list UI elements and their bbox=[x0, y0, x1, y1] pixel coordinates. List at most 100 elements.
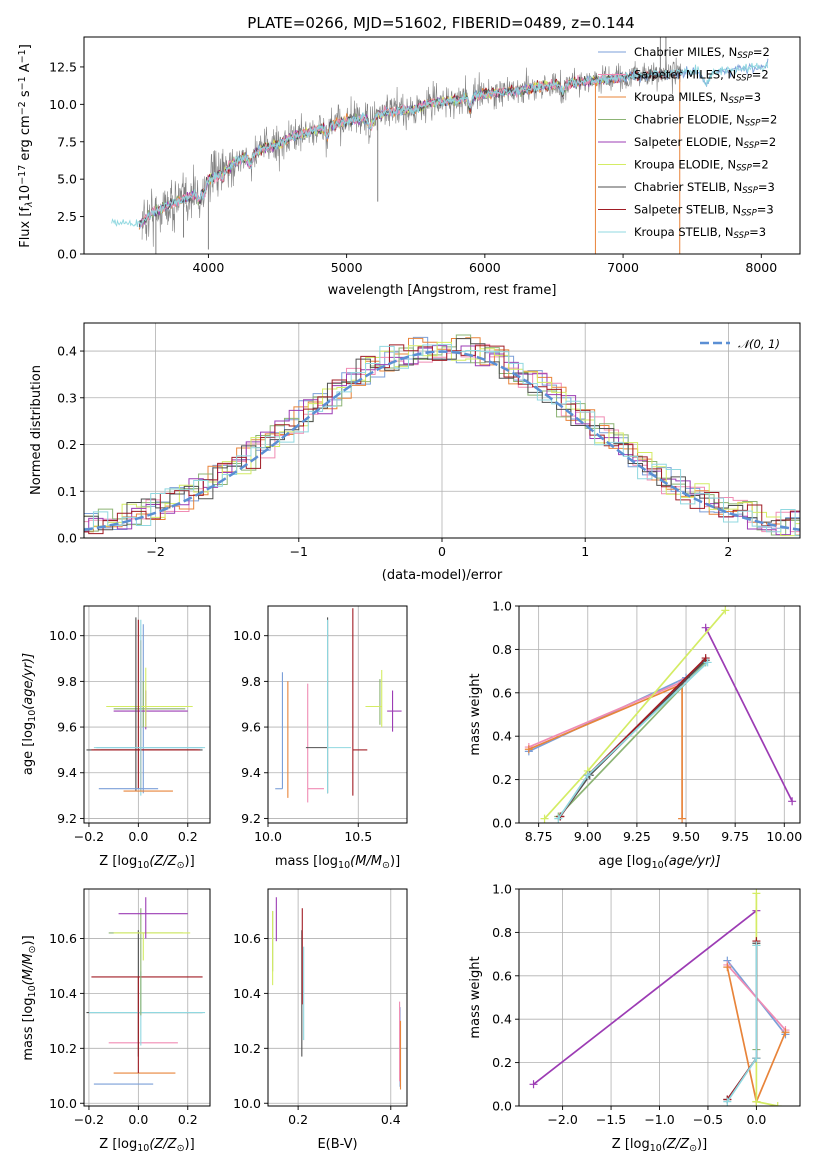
x-tick-label: 7000 bbox=[607, 260, 639, 275]
weight-line bbox=[704, 627, 793, 802]
model-spectrum-chabrier_elodie bbox=[139, 74, 624, 227]
weight-marker bbox=[701, 654, 710, 663]
errorbar-salpeter_miles bbox=[307, 683, 324, 803]
spectrum-frame bbox=[83, 36, 801, 255]
y-tick-label: 0.0 bbox=[57, 247, 77, 262]
y-tick-label: 0.6 bbox=[492, 685, 512, 700]
x-tick-label: 0.0 bbox=[128, 829, 148, 844]
model-spectrum-salpeter_miles bbox=[139, 74, 624, 228]
legend-label: Chabrier MILES, NSSP=2 bbox=[634, 45, 770, 61]
spectrum-y-label: Flux [fλ10−17 erg cm−2 s−1 A−1] bbox=[17, 44, 35, 248]
errorbar-chabrier_miles bbox=[275, 672, 283, 790]
x-tick-label: 9.25 bbox=[623, 829, 651, 844]
weight-marker bbox=[540, 814, 549, 823]
weight-marker bbox=[781, 1028, 790, 1037]
x-tick-label: 0.0 bbox=[128, 1112, 148, 1127]
legend-label: Kroupa STELIB, NSSP=3 bbox=[634, 225, 766, 241]
legend-label: Salpeter ELODIE, NSSP=2 bbox=[634, 135, 776, 151]
weight-series-kroupa_stelib bbox=[723, 941, 761, 1106]
weight-marker bbox=[678, 814, 687, 823]
y-tick-label: 0.3 bbox=[57, 390, 77, 405]
age-vs-mass-plot-area bbox=[275, 608, 402, 803]
residual-legend: 𝒩(0, 1) bbox=[700, 337, 780, 351]
weight-marker bbox=[752, 941, 761, 950]
weight-marker bbox=[701, 623, 710, 632]
age-vs-Z-panel: −0.2 0.0 0.2 9.2 9.4 9.6 9.8 10.0 Z [log10(Z/Z⊙)… bbox=[21, 605, 211, 871]
x-tick-label: 8.75 bbox=[525, 829, 553, 844]
x-tick-label: 2 bbox=[724, 544, 732, 559]
y-tick-label: 10.0 bbox=[233, 628, 261, 643]
spectrum-x-label: wavelength [Angstrom, rest frame] bbox=[328, 283, 557, 298]
weight-series-kroupa_stelib bbox=[554, 658, 712, 823]
y-tick-label: 9.2 bbox=[241, 811, 261, 826]
y-tick-label: 9.8 bbox=[241, 674, 261, 689]
x-tick-label: −1.5 bbox=[596, 1112, 626, 1127]
x-tick-label: −0.5 bbox=[693, 1112, 723, 1127]
x-tick-label: 0 bbox=[438, 544, 446, 559]
weight-marker bbox=[703, 658, 712, 667]
y-tick-label: 0.0 bbox=[57, 531, 77, 546]
weight-marker bbox=[529, 1080, 538, 1089]
weight-line bbox=[557, 661, 709, 820]
x-tick-label: 8000 bbox=[745, 260, 777, 275]
weight-series-kroupa_elodie bbox=[540, 606, 730, 823]
x-tick-label: 4000 bbox=[192, 260, 224, 275]
errorbar-salpeter_elodie bbox=[118, 897, 188, 939]
legend-label: Chabrier STELIB, NSSP=3 bbox=[634, 180, 775, 196]
y-tick-label: 0.4 bbox=[492, 1012, 512, 1027]
age-vs-mass-panel: 10.0 10.5 9.2 9.4 9.6 9.8 10.0 mass [log10(M/M⊙… bbox=[233, 605, 408, 871]
mass-vs-Z-frame bbox=[83, 888, 211, 1107]
x-tick-label: 5000 bbox=[331, 260, 363, 275]
y-tick-label: 7.5 bbox=[57, 134, 77, 149]
mass-vs-ebv-plot-area bbox=[272, 897, 402, 1090]
errorbar-kroupa_stelib bbox=[93, 619, 206, 796]
legend-label: Chabrier ELODIE, NSSP=2 bbox=[634, 113, 777, 129]
x-tick-label: 9.50 bbox=[672, 829, 700, 844]
weight-marker bbox=[773, 1102, 782, 1106]
residual-histogram-chabrier_stelib bbox=[84, 338, 800, 535]
weight-vs-age-y-label: mass weight bbox=[468, 673, 483, 755]
y-tick-label: 10.0 bbox=[49, 628, 77, 643]
weight-vs-age-frame bbox=[518, 605, 801, 824]
x-tick-label: 10.00 bbox=[766, 829, 802, 844]
errorbar-kroupa_stelib bbox=[327, 619, 352, 794]
x-tick-label: −0.2 bbox=[74, 1112, 104, 1127]
age-vs-Z-plot-area bbox=[86, 617, 206, 796]
weight-marker bbox=[554, 814, 563, 823]
errorbar-kroupa_elodie bbox=[113, 932, 191, 961]
weight-marker bbox=[788, 797, 797, 806]
errorbar-salpeter_stelib bbox=[91, 619, 201, 789]
mass-vs-Z-y-label: mass [log10(M/M⊙)] bbox=[21, 935, 38, 1060]
legend-label: Salpeter STELIB, NSSP=3 bbox=[634, 203, 774, 219]
x-tick-label: 1 bbox=[581, 544, 589, 559]
y-tick-label: 9.2 bbox=[57, 811, 77, 826]
y-tick-label: 5.0 bbox=[57, 172, 77, 187]
model-spectrum-kroupa_elodie bbox=[191, 73, 624, 202]
x-tick-label: −2 bbox=[146, 544, 164, 559]
y-tick-label: 1.0 bbox=[492, 599, 512, 614]
y-tick-label: 0.2 bbox=[492, 1055, 512, 1070]
errorbar-kroupa_elodie bbox=[365, 669, 383, 728]
y-tick-label: 0.2 bbox=[492, 772, 512, 787]
y-tick-label: 10.4 bbox=[233, 986, 261, 1001]
weight-series-salpeter_elodie bbox=[529, 906, 761, 1089]
weight-marker bbox=[583, 771, 592, 780]
mass-vs-ebv-frame bbox=[267, 888, 408, 1107]
legend-label: Kroupa ELODIE, NSSP=2 bbox=[634, 158, 769, 174]
x-tick-label: 10.0 bbox=[254, 829, 282, 844]
y-tick-label: 12.5 bbox=[49, 59, 77, 74]
x-tick-label: −1 bbox=[290, 544, 308, 559]
normal-curve bbox=[84, 350, 800, 532]
y-tick-label: 0.6 bbox=[492, 968, 512, 983]
x-tick-label: 0.2 bbox=[178, 1112, 198, 1127]
y-tick-label: 0.2 bbox=[57, 437, 77, 452]
spectrum-legend: Chabrier MILES, NSSP=2 Salpeter MILES, NS… bbox=[598, 45, 777, 241]
y-tick-label: 0.4 bbox=[57, 344, 77, 359]
errorbar-salpeter_elodie bbox=[387, 690, 402, 732]
mass-vs-ebv-panel: 0.2 0.4 10.0 10.2 10.4 10.6 E(B-V) bbox=[233, 888, 408, 1152]
x-tick-label: −1.0 bbox=[644, 1112, 674, 1127]
y-tick-label: 10.2 bbox=[233, 1041, 261, 1056]
legend-label: Kroupa MILES, NSSP=3 bbox=[634, 90, 761, 106]
y-tick-label: 2.5 bbox=[57, 209, 77, 224]
